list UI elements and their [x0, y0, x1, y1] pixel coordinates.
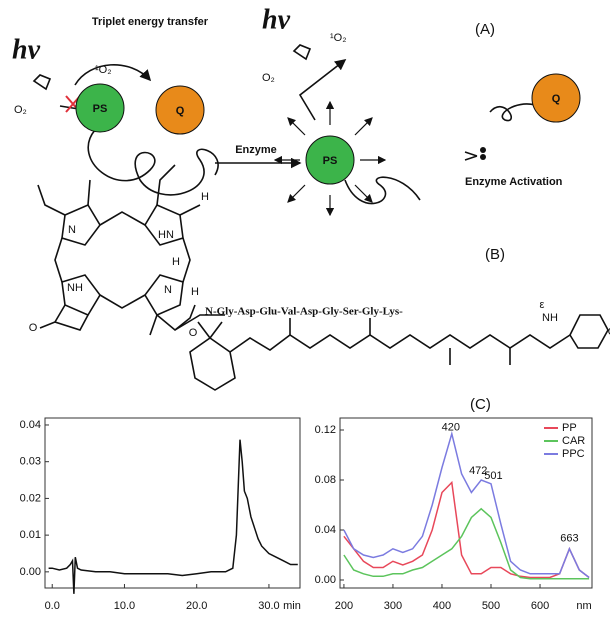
panel-b-structure [37, 164, 609, 391]
y-tick-label: 0.02 [20, 492, 41, 504]
annotation: 501 [484, 470, 502, 482]
oxygen: O₂ [14, 104, 27, 116]
x-tick-label: 600 [531, 600, 549, 612]
enzyme: Enzyme [235, 144, 277, 156]
legend-label: CAR [562, 435, 585, 447]
atom-label: NH [67, 282, 83, 294]
y-tick-label: 0.12 [315, 424, 336, 436]
plot-frame [339, 417, 593, 589]
ps: PS [323, 155, 338, 167]
atom-label: H [191, 286, 199, 298]
q: Q [552, 93, 561, 105]
x-tick-label: 0.0 [45, 600, 60, 612]
atom-label: H [201, 191, 209, 203]
atom-label: O [29, 322, 38, 334]
ps: PS [93, 103, 108, 115]
y-tick-label: 0.00 [315, 574, 336, 586]
atom-label: HN [158, 229, 174, 241]
x-tick-label: 200 [335, 600, 353, 612]
atom-label: O [608, 326, 610, 338]
singlet-oxygen: ¹O₂ [95, 64, 112, 76]
x-axis-label: nm [576, 600, 591, 612]
enzyme-activation: Enzyme Activation [465, 176, 563, 188]
atom-label: ε [540, 299, 545, 311]
oxygen: O₂ [262, 72, 275, 84]
x-tick-label: 10.0 [114, 600, 135, 612]
x-tick-label: 500 [482, 600, 500, 612]
annotation: 420 [442, 421, 460, 433]
y-tick-label: 0.04 [20, 419, 41, 431]
data-line [48, 439, 298, 594]
x-tick-label: 30.0 [258, 600, 279, 612]
hv: hν [12, 34, 41, 65]
y-tick-label: 0.00 [20, 566, 41, 578]
y-tick-label: 0.03 [20, 456, 41, 468]
x-tick-label: 20.0 [186, 600, 207, 612]
legend-label: PP [562, 422, 577, 434]
data-line [343, 480, 590, 579]
atom-label: N [68, 224, 76, 236]
y-tick-label: 0.04 [315, 524, 336, 536]
atom-label: H [172, 256, 180, 268]
y-tick-label: 0.01 [20, 529, 41, 541]
atom-label: O [189, 327, 198, 339]
panel-a-shapes [32, 44, 581, 217]
panel-label: (B) [485, 246, 505, 263]
atom-label: NH [542, 312, 558, 324]
title: Triplet energy transfer [92, 16, 209, 28]
annotation: 472 [469, 465, 487, 477]
peptide: N-Gly-Asp-Glu-Val-Asp-Gly-Ser-Gly-Lys- [205, 306, 403, 318]
panel-label: (A) [475, 21, 495, 38]
atom-label: N [164, 284, 172, 296]
x-tick-label: 300 [384, 600, 402, 612]
y-tick-label: 0.08 [315, 474, 336, 486]
x-axis-label: min [283, 600, 301, 612]
x-tick-label: 400 [433, 600, 451, 612]
legend-label: PPC [562, 448, 585, 460]
data-line [343, 507, 590, 580]
panel-label: (C) [470, 396, 491, 413]
q: Q [176, 105, 185, 117]
data-line [343, 430, 590, 579]
annotation: 663 [560, 533, 578, 545]
singlet-oxygen: ¹O₂ [330, 32, 347, 44]
plot-frame [44, 417, 301, 589]
hv: hν [262, 4, 291, 35]
